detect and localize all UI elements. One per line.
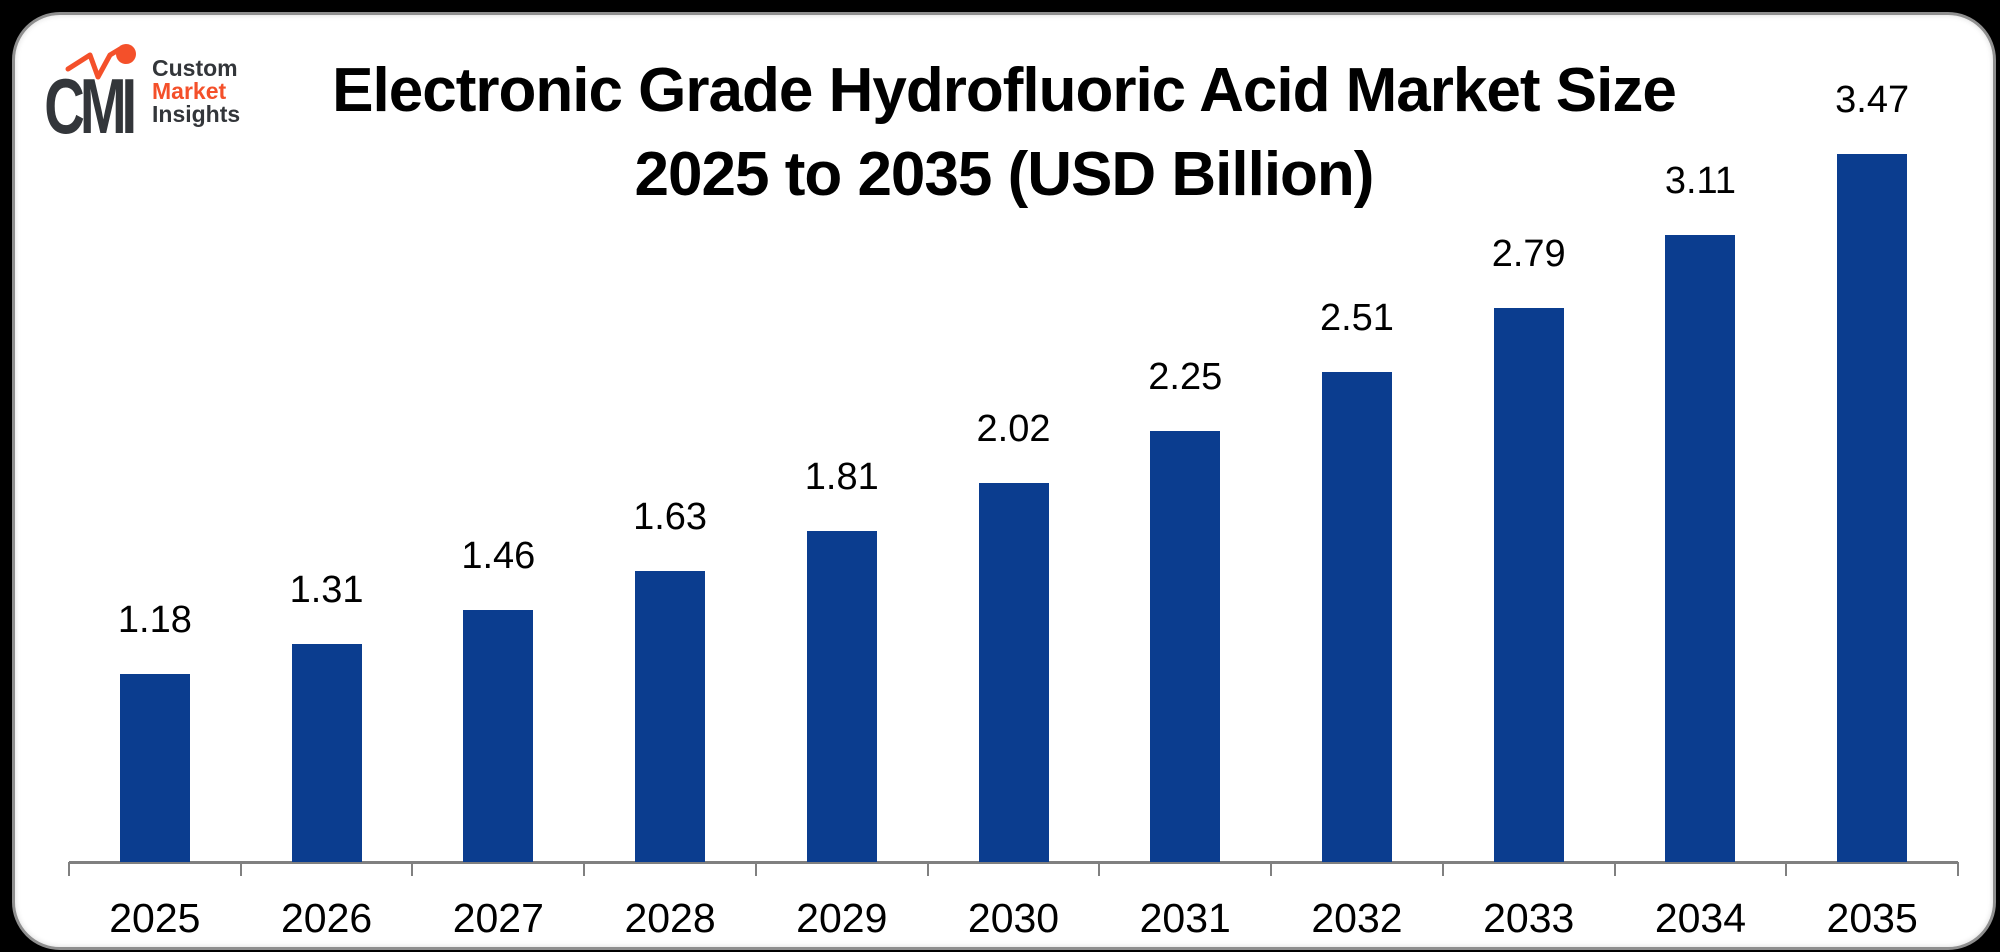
- bar-2028: [635, 571, 706, 862]
- bar-2025: [119, 674, 190, 862]
- x-axis-label-2031: 2031: [1139, 895, 1231, 941]
- chart-title-line1: Electronic Grade Hydrofluoric Acid Marke…: [332, 56, 1677, 125]
- chart-title: Electronic Grade Hydrofluoric Acid Marke…: [15, 49, 1993, 217]
- logo-dot-icon: [116, 44, 136, 64]
- x-axis-label-2026: 2026: [280, 895, 373, 941]
- x-axis-label-2034: 2034: [1654, 895, 1747, 941]
- x-axis-tick: [754, 862, 757, 876]
- x-axis-tick: [1957, 862, 1960, 876]
- value-label-2028: 1.63: [633, 496, 708, 538]
- logo-word-custom: Custom: [152, 54, 238, 81]
- value-label-2032: 2.51: [1319, 297, 1394, 339]
- x-axis-label-2027: 2027: [452, 895, 544, 941]
- value-label-2034: 3.11: [1664, 160, 1736, 202]
- cmi-logo: CMI Custom Market Insights: [38, 41, 240, 141]
- x-axis-label-2035: 2035: [1826, 895, 1918, 941]
- logo-word-insights: Insights: [152, 100, 241, 127]
- bar-chart-plot-area: 1.18 2025 1.31 2026 1.46 2027 1.63 2028 1.81 2029…: [15, 15, 1993, 947]
- x-axis-line: [69, 861, 1959, 864]
- x-axis-label-2030: 2030: [967, 895, 1060, 941]
- bar-2035: [1837, 154, 1908, 862]
- value-label-2030: 2.02: [976, 408, 1051, 450]
- x-axis-tick: [1785, 862, 1788, 876]
- logo-word-market: Market: [152, 77, 227, 104]
- x-axis-tick: [1613, 862, 1616, 876]
- value-label-2026: 1.31: [289, 569, 364, 611]
- bar-2027: [463, 610, 534, 862]
- bar-2030: [978, 483, 1049, 862]
- logo-pulse-line-icon: [65, 46, 123, 80]
- monogram-letters: CMI: [44, 63, 134, 141]
- chart-title-line2: 2025 to 2035 (USD Billion): [634, 140, 1375, 209]
- value-label-2033: 2.79: [1491, 233, 1566, 275]
- value-label-2025: 1.18: [117, 599, 192, 641]
- chart-card: CMI Custom Market Insights Electronic Gr…: [12, 12, 1996, 950]
- x-axis-tick: [68, 862, 70, 876]
- x-axis-label-2033: 2033: [1483, 895, 1575, 941]
- bar-2032: [1321, 372, 1392, 862]
- bar-2033: [1493, 308, 1564, 862]
- value-label-2027: 1.46: [461, 535, 536, 577]
- x-axis-label-2029: 2029: [796, 895, 888, 941]
- bar-2026: [291, 644, 362, 862]
- x-axis-tick: [1098, 862, 1101, 876]
- x-axis-label-2028: 2028: [624, 895, 716, 941]
- cmi-monogram-icon: CMI: [44, 44, 139, 141]
- x-axis-tick: [926, 862, 929, 876]
- x-axis-label-2032: 2032: [1311, 895, 1403, 941]
- logo-wordmark: Custom Market Insights: [152, 54, 241, 127]
- value-label-2029: 1.81: [804, 456, 879, 498]
- x-axis-tick: [1270, 862, 1273, 876]
- x-axis-label-2025: 2025: [109, 895, 201, 941]
- bar-2029: [806, 531, 877, 862]
- value-label-2035: 3.47: [1835, 79, 1910, 121]
- x-axis-tick: [239, 862, 242, 876]
- value-label-2031: 2.25: [1148, 356, 1223, 398]
- x-axis-tick: [1441, 862, 1444, 876]
- x-axis-tick: [411, 862, 414, 876]
- bar-2034: [1665, 235, 1736, 862]
- bar-2031: [1150, 431, 1221, 862]
- x-axis-tick: [583, 862, 586, 876]
